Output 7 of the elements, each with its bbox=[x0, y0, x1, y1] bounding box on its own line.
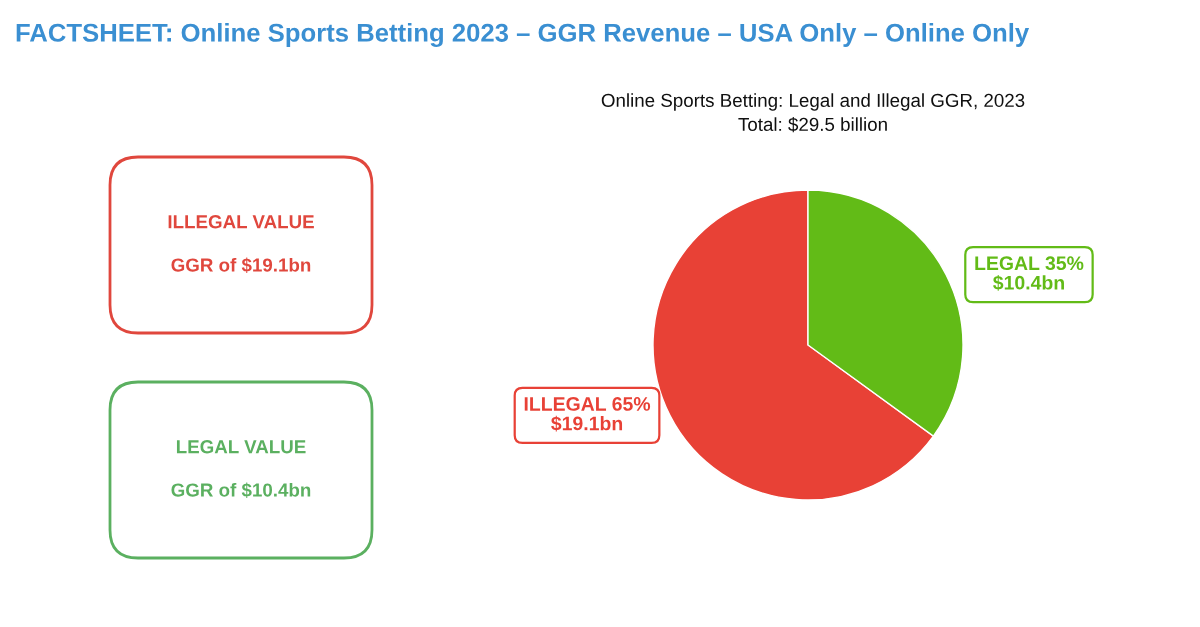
text: FACTSHEET: Online Sports Betting 2023 – GGR Revenue – USA Only – Online Only bbox=[16, 22, 1030, 48]
slice-label: LEGAL 35% $10.4bn bbox=[975, 256, 1084, 291]
slice-label: ILLEGAL 65% $19.1bn bbox=[524, 397, 651, 432]
text: ILLEGAL VALUE GGR of $19.1bn bbox=[168, 215, 314, 273]
text: LEGAL VALUE GGR of $10.4bn bbox=[171, 440, 311, 498]
chart-title: Online Sports Betting: Legal and Illegal GGR, 2023 bbox=[601, 93, 1025, 111]
chart-subtitle: Total: $29.5 billion bbox=[738, 116, 887, 133]
